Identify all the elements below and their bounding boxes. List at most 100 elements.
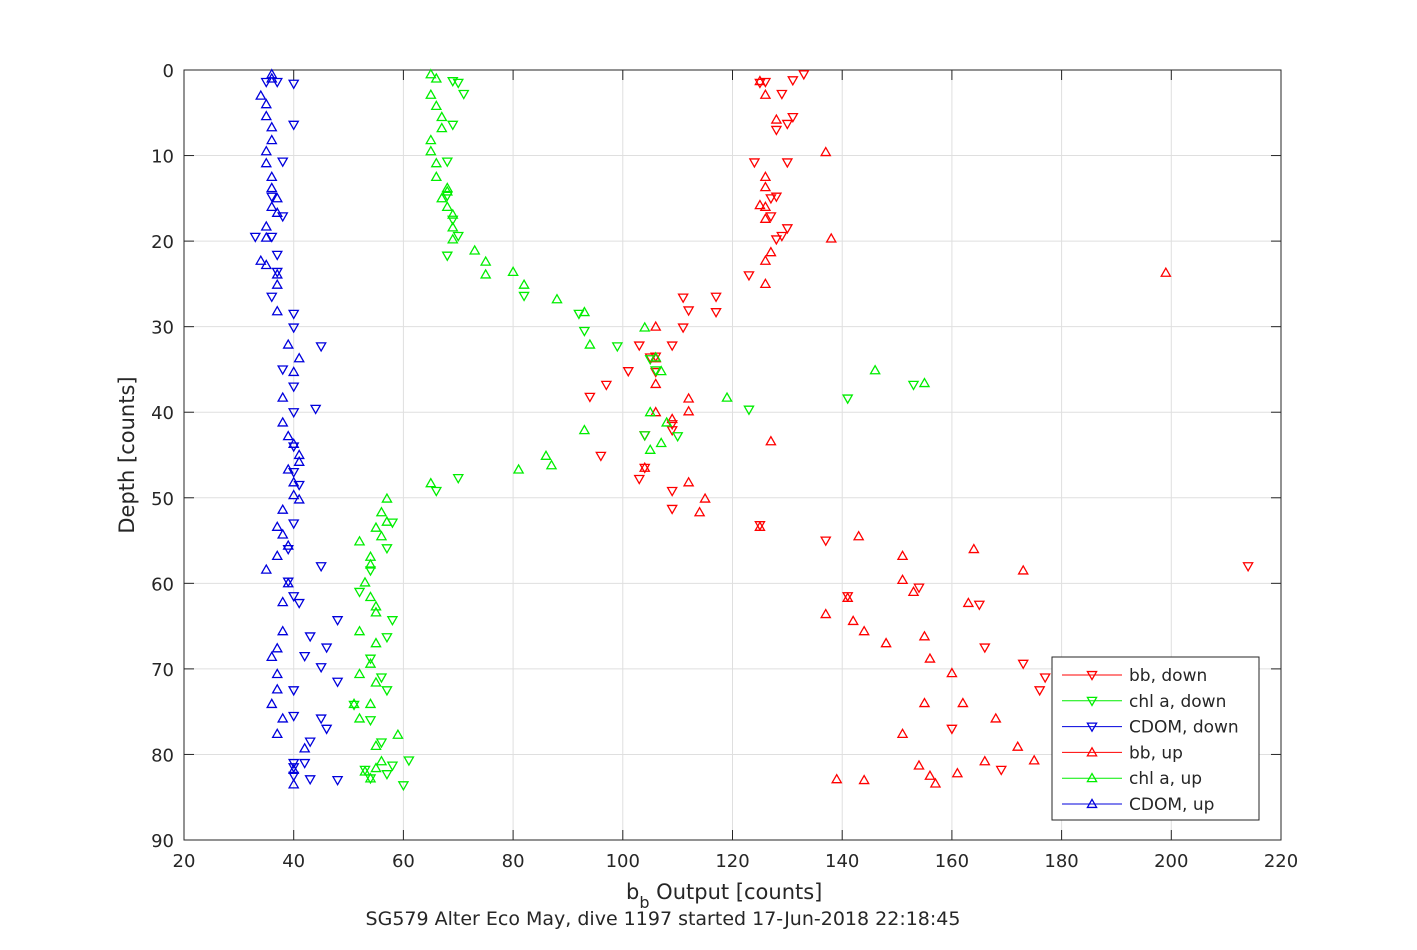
y-tick-label: 30 bbox=[151, 318, 174, 339]
data-point bbox=[765, 212, 777, 223]
data-point bbox=[633, 474, 645, 485]
data-point bbox=[551, 293, 563, 304]
data-point bbox=[304, 737, 316, 748]
data-point bbox=[825, 232, 837, 243]
data-point bbox=[518, 291, 530, 302]
data-point bbox=[353, 587, 366, 598]
data-point bbox=[430, 486, 443, 497]
data-point bbox=[436, 111, 448, 122]
data-point bbox=[573, 309, 585, 320]
data-point bbox=[370, 521, 382, 532]
data-point bbox=[298, 651, 311, 662]
data-point bbox=[649, 320, 662, 331]
data-point bbox=[315, 342, 327, 353]
data-point bbox=[386, 761, 399, 772]
data-point bbox=[447, 233, 459, 244]
data-point bbox=[639, 461, 651, 472]
data-point bbox=[545, 459, 558, 470]
data-point bbox=[699, 492, 711, 503]
series-bb-up bbox=[639, 75, 1172, 788]
data-point bbox=[287, 763, 300, 774]
data-point bbox=[271, 192, 283, 203]
data-point bbox=[320, 724, 333, 735]
data-point bbox=[798, 70, 810, 81]
data-point bbox=[320, 643, 333, 654]
data-point bbox=[375, 530, 388, 541]
data-point bbox=[913, 759, 925, 770]
data-point bbox=[266, 121, 278, 132]
data-point bbox=[781, 119, 794, 130]
data-point bbox=[880, 637, 892, 648]
data-point bbox=[639, 321, 651, 332]
data-point bbox=[271, 683, 283, 694]
data-point bbox=[381, 686, 393, 697]
data-point bbox=[682, 405, 695, 416]
data-point bbox=[671, 432, 684, 443]
data-point bbox=[441, 185, 454, 196]
data-point bbox=[765, 194, 777, 205]
data-point bbox=[770, 113, 783, 124]
data-point bbox=[1017, 659, 1029, 670]
data-point bbox=[754, 75, 766, 86]
data-point bbox=[260, 157, 272, 168]
data-point bbox=[315, 562, 327, 573]
data-point bbox=[255, 89, 267, 100]
data-point bbox=[386, 616, 399, 627]
data-point bbox=[693, 506, 706, 517]
legend-entry: bb, up bbox=[1062, 743, 1183, 763]
data-point bbox=[447, 120, 459, 131]
data-point bbox=[266, 68, 278, 79]
legend: bb, down chl a, down CDOM, down bb, up chl a… bbox=[1051, 656, 1260, 821]
data-point bbox=[293, 598, 305, 609]
data-point bbox=[441, 251, 454, 262]
x-tick-label: 180 bbox=[1044, 851, 1078, 872]
data-point bbox=[266, 134, 278, 145]
data-point bbox=[293, 455, 305, 466]
data-point bbox=[260, 563, 272, 574]
data-point bbox=[666, 341, 678, 352]
data-point bbox=[287, 592, 300, 603]
data-point bbox=[381, 492, 393, 503]
data-point bbox=[298, 742, 311, 753]
data-point bbox=[666, 486, 678, 497]
data-point bbox=[370, 606, 382, 617]
data-point bbox=[765, 246, 777, 257]
data-point bbox=[452, 78, 464, 89]
x-tick-label: 40 bbox=[282, 851, 305, 872]
data-point bbox=[425, 477, 437, 488]
x-tick-label: 60 bbox=[392, 851, 415, 872]
data-point bbox=[282, 338, 294, 349]
data-point bbox=[507, 266, 519, 277]
data-point bbox=[655, 437, 667, 448]
data-point bbox=[277, 712, 289, 723]
data-point bbox=[370, 600, 382, 611]
data-point bbox=[458, 89, 470, 100]
data-point bbox=[436, 122, 448, 133]
data-point bbox=[271, 268, 283, 279]
data-point bbox=[359, 765, 371, 776]
data-point bbox=[754, 78, 766, 89]
x-tick-label: 120 bbox=[715, 851, 749, 872]
series-cdom-up bbox=[255, 68, 311, 789]
data-point bbox=[710, 308, 722, 319]
data-point bbox=[293, 352, 305, 363]
data-point bbox=[907, 585, 920, 596]
legend-marker bbox=[1086, 746, 1098, 757]
data-point bbox=[990, 712, 1002, 723]
data-point bbox=[364, 657, 377, 668]
data-point bbox=[622, 367, 635, 378]
legend-label: chl a, up bbox=[1129, 769, 1202, 789]
data-point bbox=[364, 591, 377, 602]
data-point bbox=[584, 338, 596, 349]
data-point bbox=[584, 392, 596, 403]
data-point bbox=[820, 536, 832, 547]
x-tick-label: 220 bbox=[1264, 851, 1298, 872]
data-point bbox=[266, 72, 278, 83]
data-point bbox=[595, 451, 607, 462]
data-point bbox=[271, 206, 283, 217]
grid bbox=[184, 70, 1281, 840]
data-point bbox=[666, 504, 678, 515]
data-point bbox=[479, 255, 492, 266]
data-point bbox=[913, 583, 925, 594]
